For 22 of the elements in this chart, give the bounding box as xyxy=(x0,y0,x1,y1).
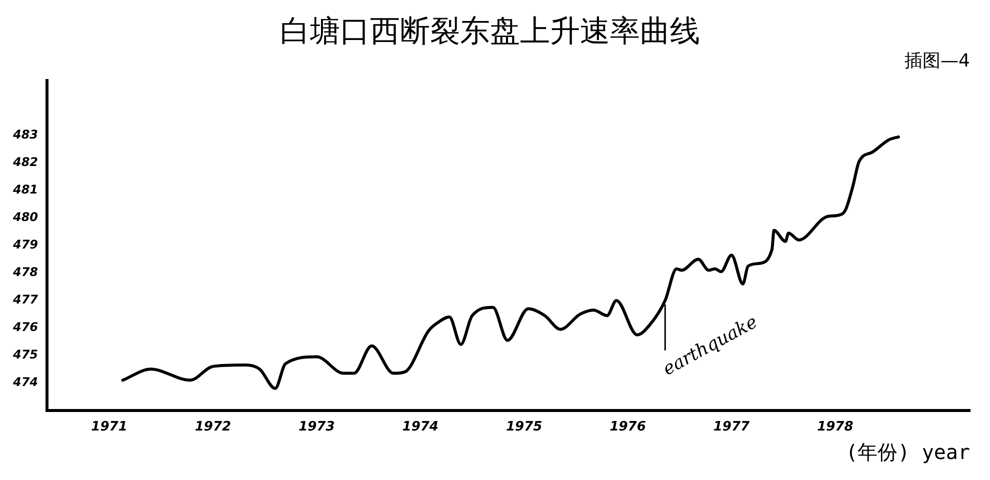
line-series xyxy=(121,135,900,390)
chart-title: 白塘口西断裂东盘上升速率曲线 xyxy=(280,14,700,49)
y-tick-label: 477 xyxy=(12,292,39,307)
x-tick-label: 1977 xyxy=(713,420,751,435)
y-tick-label: 478 xyxy=(12,265,38,280)
x-tick-label: 1973 xyxy=(298,420,335,435)
x-tick-label: 1978 xyxy=(817,420,854,435)
y-tick-label: 476 xyxy=(12,320,38,334)
x-tick-label: 1974 xyxy=(402,420,438,435)
x-axis-title: (年份) year xyxy=(846,440,970,464)
x-tick-label: 1976 xyxy=(610,420,646,435)
x-tick-label: 1972 xyxy=(194,420,232,435)
x-tick-label: 1975 xyxy=(506,420,542,435)
y-tick-label: 475 xyxy=(12,348,38,362)
y-tick-label: 482 xyxy=(12,155,38,170)
x-tick-label: 1971 xyxy=(91,420,128,435)
y-tick-label: 480 xyxy=(12,210,38,224)
y-tick-label: 479 xyxy=(12,238,38,252)
y-tick-label: 483 xyxy=(12,128,38,142)
y-tick-label: 474 xyxy=(12,375,38,390)
chart-subtitle: 插图—4 xyxy=(904,50,970,72)
y-tick-label: 481 xyxy=(12,182,38,197)
